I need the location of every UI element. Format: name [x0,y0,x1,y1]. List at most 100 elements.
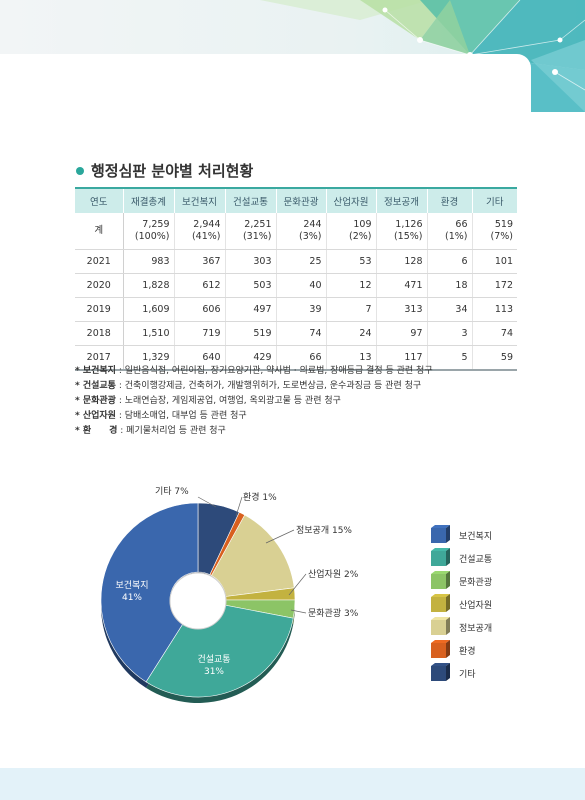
table-cell: 497 [225,297,277,322]
table-cell: 244 (3%) [276,213,327,250]
pie-slice-정보공개 [211,514,295,597]
table-row: 2018 1,510 719 519 74 24 97 3 74 [75,321,517,346]
footer-band [0,768,585,800]
legend-item-문화관광: 문화관광 [431,571,492,589]
table-cell: 7,259 (100%) [123,213,175,250]
title-bullet-icon [76,166,84,175]
table-cell: 40 [276,273,327,298]
table-cell: 113 [472,297,517,322]
label-leader-line [197,496,217,508]
legend-item-정보공개: 정보공개 [431,617,492,635]
content-card [0,54,531,134]
note-item: * 보건복지 : 일반음식점, 어린이집, 장기요양기관, 약사법 · 의료법,… [75,364,433,379]
note-label: * 건설교통 [75,381,116,391]
legend-label: 산업자원 [459,600,492,611]
year-cell: 2020 [75,273,124,298]
table-cell: 3 [427,321,473,346]
note-text: : 노래연습장, 게임제공업, 여행업, 옥외광고물 등 관련 청구 [115,396,341,406]
table-cell: 12 [326,273,377,298]
legend-label: 정보공개 [459,623,492,634]
cell-value: 1,126 [395,219,423,230]
table-cell: 429 [225,345,277,371]
table-cell: 519 [225,321,277,346]
section-title-text: 행정심판 분야별 처리현황 [91,162,254,180]
legend-swatch [431,643,446,658]
legend-label: 건설교통 [459,554,492,565]
column-header: 연도 [75,187,124,213]
table-cell: 97 [376,321,428,346]
label-leader-line [265,529,295,544]
cell-percent: (3%) [299,231,322,242]
table-row: 2019 1,609 606 497 39 7 313 34 113 [75,297,517,322]
table-cell: 519 (7%) [472,213,517,250]
table-cell: 25 [276,249,327,274]
table-cell: 503 [225,273,277,298]
section-title: 행정심판 분야별 처리현황 [76,160,253,181]
table-cell: 367 [174,249,226,274]
table-cell: 128 [376,249,428,274]
note-label: * 환 경 [75,426,118,436]
table-cell: 74 [276,321,327,346]
note-item: * 환 경 : 폐기물처리업 등 관련 청구 [75,424,433,439]
table-cell: 59 [472,345,517,371]
cell-percent: (2%) [349,231,372,242]
column-header: 산업자원 [326,187,377,213]
total-row: 계 7,259 (100%) 2,944 (41%) 2,251 (31%) 244 (3%) 1… [75,213,517,250]
table-cell: 313 [376,297,428,322]
label-leader-line [290,609,307,614]
cell-value: 7,259 [142,219,170,230]
stats-table: 연도 재결총계 보건복지 건설교통 문화관광 산업자원 정보공개 환경 기타 계 7,259 (10… [75,187,517,371]
table-cell: 1,510 [123,321,175,346]
table-cell: 606 [174,297,226,322]
table-row: 2020 1,828 612 503 40 12 471 18 172 [75,273,517,298]
table-cell: 117 [376,345,428,371]
legend-label: 환경 [459,645,476,657]
label-leader-line [288,573,307,596]
slice-label-문화관광: 문화관광 3% [308,607,359,619]
cell-percent: (1%) [445,231,468,242]
table-cell: 5 [427,345,473,371]
cell-percent: (7%) [490,231,513,242]
legend-label: 기타 [459,669,476,680]
note-item: * 문화관광 : 노래연습장, 게임제공업, 여행업, 옥외광고물 등 관련 청… [75,394,433,409]
year-cell: 계 [75,213,124,250]
table-cell: 1,609 [123,297,175,322]
table-cell: 172 [472,273,517,298]
cell-value: 2,251 [244,219,272,230]
legend-label: 보건복지 [459,531,492,542]
column-header: 문화관광 [276,187,327,213]
column-header: 재결총계 [123,187,175,213]
cell-percent: (15%) [393,231,423,242]
column-header: 보건복지 [174,187,226,213]
table-cell: 34 [427,297,473,322]
column-header: 건설교통 [225,187,277,213]
note-text: : 일반음식점, 어린이집, 장기요양기관, 약사법 · 의료법, 장애등급 결… [115,366,433,376]
cell-value: 2,944 [193,219,221,230]
legend-item-건설교통: 건설교통 [431,548,492,566]
cell-percent: (41%) [191,231,221,242]
table-cell: 13 [326,345,377,371]
table-cell: 74 [472,321,517,346]
legend-item-기타: 기타 [431,663,476,681]
note-item: * 산업자원 : 담배소매업, 대부업 등 관련 청구 [75,409,433,424]
table-cell: 1,329 [123,345,175,371]
cell-percent: (100%) [134,231,170,242]
pie-chart: 보건복지 41% 건설교통 31% 문화관광 3% 산업자원 2% 정보공개 15% 환경 1… [100,486,492,703]
table-cell: 66 [276,345,327,371]
note-text: : 건축이행강제금, 건축허가, 개발행위허가, 도로변상금, 운수과징금 등 … [115,381,422,391]
note-item: * 건설교통 : 건축이행강제금, 건축허가, 개발행위허가, 도로변상금, 운… [75,379,433,394]
column-header: 정보공개 [376,187,428,213]
table-cell: 6 [427,249,473,274]
slice-label-정보공개: 정보공개 15% [296,525,352,536]
legend-item-환경: 환경 [431,640,476,658]
table-cell: 24 [326,321,377,346]
slice-label-기타: 기타 7% [155,486,189,497]
table-cell: 2,251 (31%) [225,213,277,250]
legend-swatch [431,597,446,612]
table-cell: 303 [225,249,277,274]
table-header-row: 연도 재결총계 보건복지 건설교통 문화관광 산업자원 정보공개 환경 기타 [75,187,517,213]
note-text: : 폐기물처리업 등 관련 청구 [117,426,226,436]
label-leader-line [235,496,243,517]
table-cell: 101 [472,249,517,274]
table-cell: 39 [276,297,327,322]
